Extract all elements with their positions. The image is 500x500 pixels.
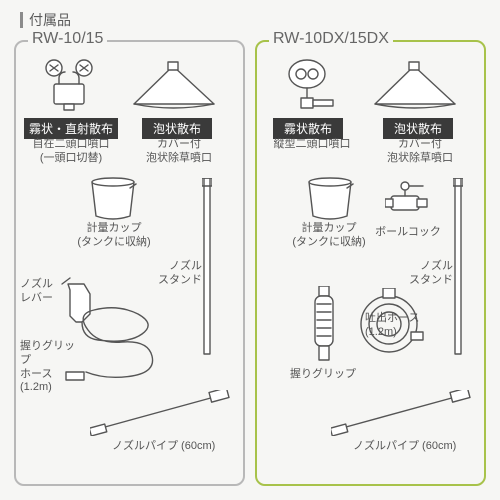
ballcock-icon bbox=[385, 180, 429, 224]
dual-nozzle-icon bbox=[34, 56, 104, 112]
caption-pipe: ノズルパイプ (60cm) bbox=[112, 440, 232, 454]
caption-lever: ノズルレバー bbox=[20, 278, 64, 306]
caption-stand-r: ノズルスタンド bbox=[405, 260, 453, 288]
caption-hose: 吐出ホース(1.2m) bbox=[365, 312, 427, 340]
panel-left-title: RW-10/15 bbox=[28, 30, 107, 48]
cup-icon-r bbox=[303, 176, 357, 220]
grip-icon bbox=[311, 286, 337, 362]
page-title: 付属品 bbox=[20, 10, 71, 30]
caption-stand: ノズルスタンド bbox=[154, 260, 202, 288]
nozzle-pipe-icon-r bbox=[331, 390, 471, 436]
nozzle-stand-icon bbox=[202, 178, 212, 358]
page-title-text: 付属品 bbox=[29, 10, 71, 30]
caption-nozzle-vert: 縦型二頭口噴口 bbox=[265, 138, 359, 152]
title-bar-decoration bbox=[20, 12, 23, 28]
label-mist-r: 霧状散布 bbox=[273, 118, 343, 139]
caption-grip: 握りグリップ bbox=[283, 368, 363, 382]
caption-cup: 計量カップ(タンクに収納) bbox=[74, 222, 154, 250]
panel-right: RW-10DX/15DX 霧状散布 泡状散布 縦型二頭口噴口 カバー付泡状除草噴… bbox=[255, 40, 486, 486]
cup-icon bbox=[86, 176, 140, 220]
label-mist: 霧状・直射散布 bbox=[24, 118, 118, 139]
caption-foam-cover: カバー付泡状除草噴口 bbox=[136, 138, 222, 166]
label-foam-r: 泡状散布 bbox=[383, 118, 453, 139]
caption-cup-r: 計量カップ(タンクに収納) bbox=[289, 222, 369, 250]
foam-cover-icon bbox=[128, 60, 218, 112]
caption-foam-cover-r: カバー付泡状除草噴口 bbox=[377, 138, 463, 166]
panel-left: RW-10/15 霧状・直射散布 泡状散布 自 bbox=[14, 40, 245, 486]
caption-nozzle-free: 自在二頭口噴口(一頭口切替) bbox=[24, 138, 118, 166]
vertical-dual-nozzle-icon bbox=[285, 54, 339, 112]
caption-pipe-r: ノズルパイプ (60cm) bbox=[353, 440, 473, 454]
panels-container: RW-10/15 霧状・直射散布 泡状散布 自 bbox=[14, 40, 486, 486]
nozzle-stand-icon-r bbox=[453, 178, 463, 358]
label-foam: 泡状散布 bbox=[142, 118, 212, 139]
caption-ballcock: ボールコック bbox=[369, 226, 447, 240]
foam-cover-icon-r bbox=[369, 60, 459, 112]
nozzle-pipe-icon bbox=[90, 390, 230, 436]
panel-right-title: RW-10DX/15DX bbox=[269, 30, 393, 48]
caption-grip-hose: 握りグリップホース(1.2m) bbox=[20, 340, 84, 395]
